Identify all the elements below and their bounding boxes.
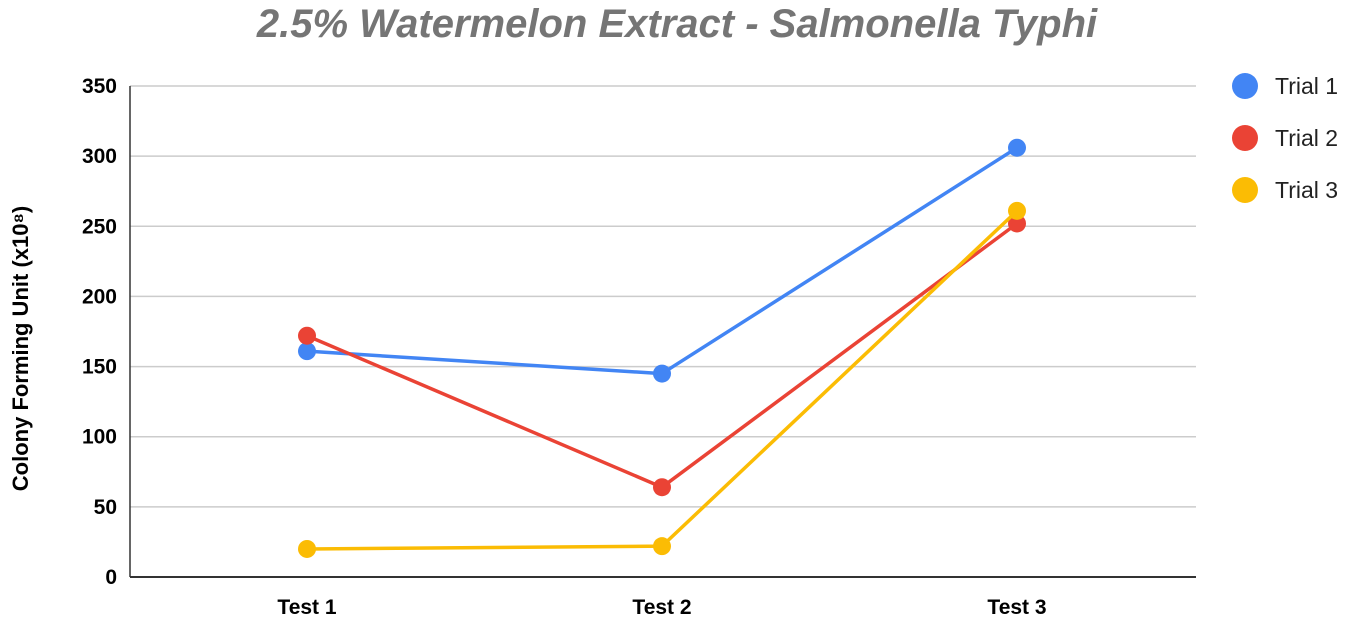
x-tick-label: Test 1 bbox=[277, 596, 336, 619]
y-tick-label: 0 bbox=[105, 566, 117, 589]
x-tick-labels: Test 1 Test 2 Test 3 bbox=[277, 596, 1046, 619]
legend-marker bbox=[1232, 177, 1258, 203]
legend-marker bbox=[1232, 73, 1258, 99]
data-point bbox=[298, 326, 316, 345]
series-trial-2 bbox=[298, 214, 1026, 497]
x-tick-label: Test 2 bbox=[632, 596, 691, 619]
legend-item: Trial 2 bbox=[1232, 125, 1338, 151]
y-axis-title: Colony Forming Unit (x10⁸) bbox=[8, 206, 33, 491]
y-tick-label: 100 bbox=[82, 426, 117, 449]
legend-label: Trial 3 bbox=[1275, 177, 1338, 203]
legend-label: Trial 1 bbox=[1275, 73, 1338, 99]
legend: Trial 1 Trial 2 Trial 3 bbox=[1232, 73, 1338, 203]
series-line bbox=[306, 222, 1019, 489]
legend-marker bbox=[1232, 125, 1258, 151]
data-point bbox=[1008, 214, 1026, 233]
legend-label: Trial 2 bbox=[1275, 125, 1338, 151]
chart-title: 2.5% Watermelon Extract - Salmonella Typ… bbox=[256, 2, 1098, 46]
y-tick-labels: 0 50 100 150 200 250 300 350 bbox=[82, 75, 117, 589]
data-point bbox=[653, 364, 671, 383]
series-line bbox=[306, 146, 1018, 376]
legend-item: Trial 3 bbox=[1232, 177, 1338, 203]
y-tick-label: 200 bbox=[82, 285, 117, 308]
legend-item: Trial 1 bbox=[1232, 73, 1338, 99]
y-tick-label: 150 bbox=[82, 356, 117, 379]
y-tick-label: 250 bbox=[82, 215, 117, 238]
data-point bbox=[1008, 138, 1026, 157]
data-point bbox=[653, 537, 671, 556]
x-tick-label: Test 3 bbox=[987, 596, 1046, 619]
data-point bbox=[1008, 201, 1026, 220]
axes bbox=[129, 86, 1196, 578]
data-point bbox=[298, 342, 316, 361]
gridlines bbox=[130, 85, 1196, 508]
series-trial-3 bbox=[298, 201, 1026, 558]
y-tick-label: 300 bbox=[82, 145, 117, 168]
y-tick-label: 50 bbox=[94, 496, 117, 519]
data-point bbox=[298, 539, 316, 558]
series bbox=[298, 138, 1026, 558]
y-tick-label: 350 bbox=[82, 75, 117, 98]
data-point bbox=[653, 478, 671, 497]
series-trial-1 bbox=[298, 138, 1026, 383]
